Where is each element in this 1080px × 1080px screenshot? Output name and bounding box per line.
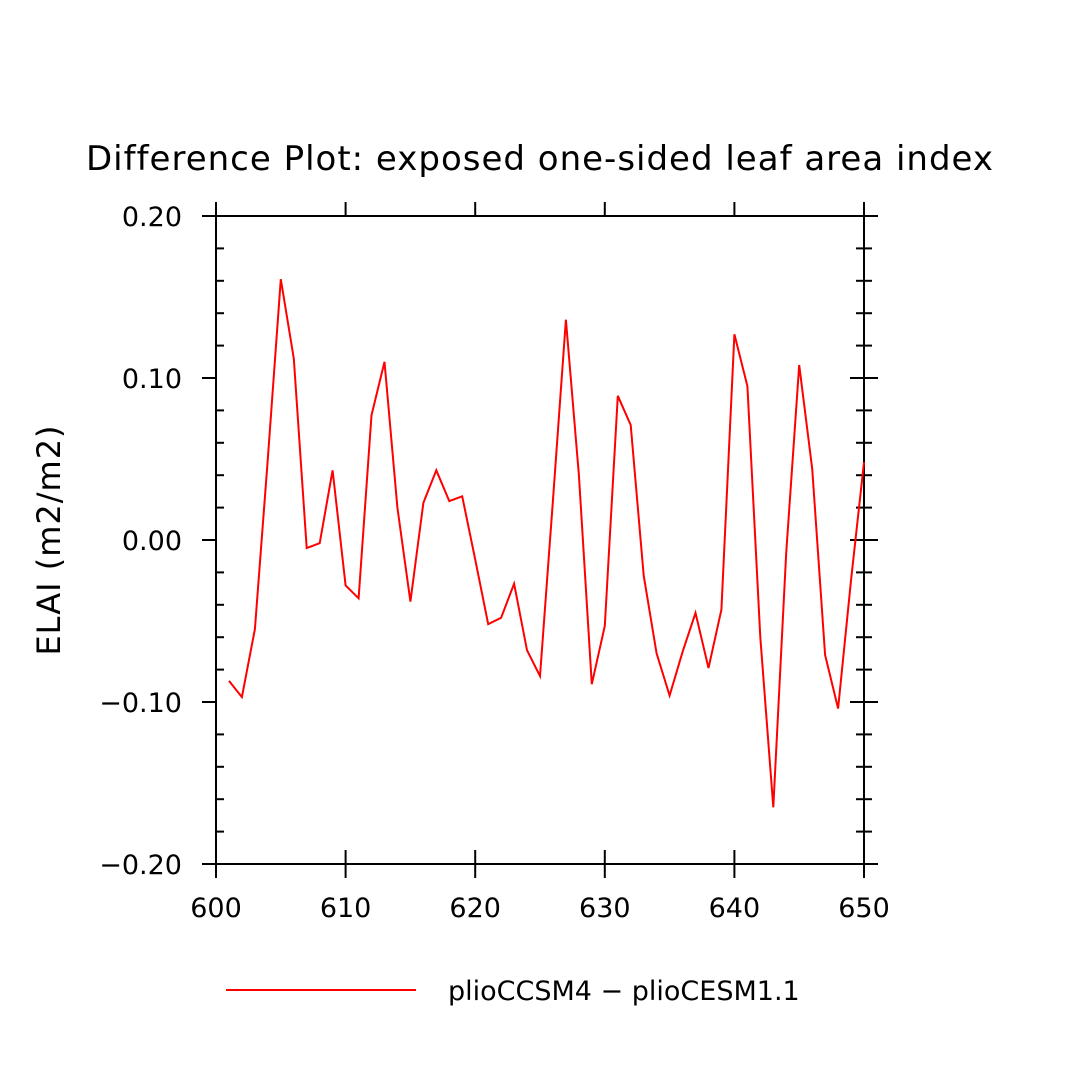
y-axis-label: ELAI (m2/m2) <box>30 424 68 655</box>
chart-title: Difference Plot: exposed one-sided leaf … <box>86 139 994 179</box>
x-tick-label: 600 <box>190 893 242 924</box>
x-tick-label: 610 <box>320 893 372 924</box>
series-line <box>228 279 865 808</box>
axis-tick-labels: 600 610 620 630 640 650 −0.20 −0.10 0.00 0.10 0.20 <box>99 202 890 924</box>
x-tick-label: 640 <box>709 893 761 924</box>
legend: plioCCSM4 − plioCESM1.1 <box>226 976 800 1007</box>
x-tick-label: 620 <box>449 893 501 924</box>
plot-frame <box>215 215 865 865</box>
legend-label: plioCCSM4 − plioCESM1.1 <box>448 976 800 1007</box>
y-tick-label: 0.10 <box>122 364 182 395</box>
y-tick-label: 0.20 <box>122 202 182 233</box>
axis-ticks <box>202 202 878 878</box>
series-layer <box>228 279 865 808</box>
y-tick-label: 0.00 <box>122 526 182 557</box>
x-tick-label: 630 <box>579 893 631 924</box>
x-tick-label: 650 <box>838 893 890 924</box>
y-tick-label: −0.10 <box>99 688 182 719</box>
y-tick-label: −0.20 <box>99 850 182 881</box>
